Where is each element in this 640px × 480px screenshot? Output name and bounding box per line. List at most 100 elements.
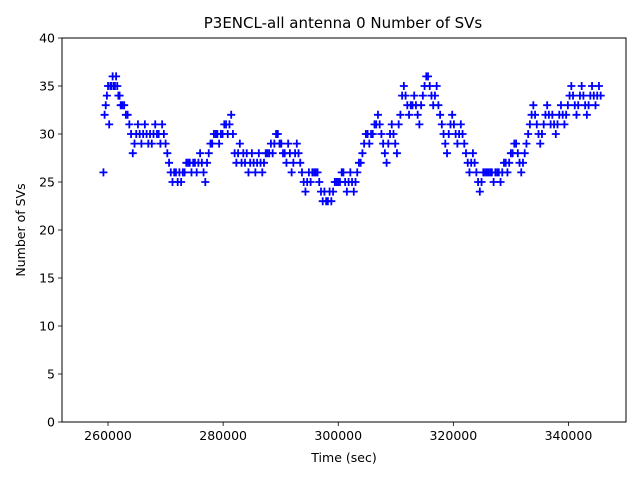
data-point [387,120,396,129]
data-point [543,101,552,110]
data-point [130,139,139,148]
data-point [477,178,486,186]
data-point [102,91,111,100]
data-point [505,158,514,167]
data-point [101,101,110,110]
data-point [306,178,315,186]
data-point [548,110,557,119]
data-point [536,139,545,148]
data-point [284,139,293,148]
data-point [358,149,367,158]
data-point [503,168,512,177]
data-point [430,91,439,100]
data-point [574,101,583,110]
data-point [204,149,213,158]
data-point [140,120,149,129]
data-point [292,139,301,148]
data-point [563,101,572,110]
data-point [196,149,205,158]
data-point [389,130,398,138]
data-point [375,120,384,129]
data-point [468,149,477,158]
data-point [289,158,298,167]
y-tick-label: 40 [39,31,55,46]
data-point [159,130,168,138]
data-point [453,139,462,148]
data-point [339,168,348,177]
data-point [470,158,479,167]
data-point [475,187,484,196]
data-point [434,101,443,110]
data-point [137,139,146,148]
data-point [373,110,382,119]
data-point [569,91,578,100]
data-point [444,130,453,138]
y-tick-label: 0 [47,415,55,430]
data-point [489,178,498,186]
data-point [368,130,377,138]
data-point [525,120,534,129]
data-point [235,139,244,148]
data-point [522,139,531,148]
data-point [301,187,310,196]
data-point [228,130,237,138]
data-point [520,149,529,158]
data-point [441,139,450,148]
data-point [496,178,505,186]
data-point [401,91,410,100]
data-point [556,101,565,110]
data-point [203,158,212,167]
axes-layer: 260000 280000 300000 320000 340000 0 5 10 15 20 25… [39,31,592,444]
data-point [273,130,282,138]
data-point [399,82,408,90]
data-point [112,72,121,81]
data-point [517,168,526,177]
data-points-layer [99,72,605,206]
data-point [342,187,351,196]
data-point [313,168,322,177]
data-point [449,120,458,129]
data-point [151,120,160,129]
data-point [396,110,405,119]
data-point [100,110,109,119]
data-point [553,120,562,129]
data-point [405,110,414,119]
data-point [437,120,446,129]
data-point [247,149,256,158]
data-point [192,168,201,177]
x-tick-label: 320000 [429,428,477,443]
data-point [215,139,224,148]
data-point [201,178,210,186]
data-point [277,139,286,148]
data-point [562,110,571,119]
data-point [537,130,546,138]
data-point [268,149,277,158]
data-point [133,120,142,129]
data-point [113,82,122,90]
data-point [260,158,269,167]
data-point [251,168,260,177]
data-point [582,110,591,119]
data-point [244,168,253,177]
data-point [539,120,548,129]
data-point [529,101,538,110]
data-point [296,158,305,167]
data-point [513,149,522,158]
data-point [410,91,419,100]
data-point [225,120,234,129]
data-point [560,120,569,129]
data-point [294,149,303,158]
data-point [365,139,374,148]
y-tick-label: 15 [39,271,55,286]
data-point [436,110,445,119]
data-point [394,120,403,129]
data-point [424,72,433,81]
data-point [128,149,137,158]
data-point [465,168,474,177]
data-point [99,168,108,177]
data-point [425,82,434,90]
data-point [125,120,134,129]
